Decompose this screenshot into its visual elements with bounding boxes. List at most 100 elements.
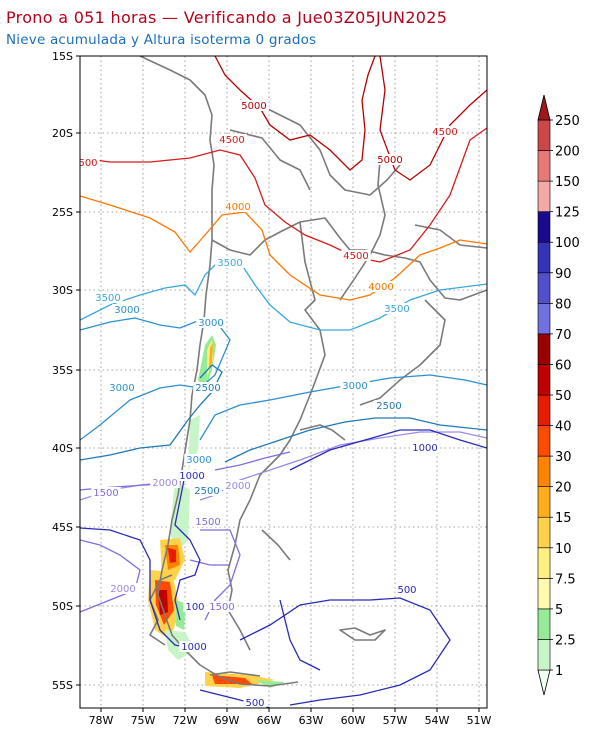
contour-label: 3500 [217, 258, 242, 269]
contour-label: 2500 [195, 383, 220, 394]
colorbar-label: 20 [555, 481, 572, 496]
contour-label: 3000 [342, 381, 367, 392]
contour-label-bg [207, 601, 237, 612]
colorbar-label: 7.5 [555, 572, 576, 587]
contour-label-bg [184, 454, 214, 465]
contour-label: 4000 [225, 202, 250, 213]
lon-tick-label: 75W [131, 714, 156, 727]
contour-label-bg [93, 292, 123, 303]
contour-label-bg [193, 516, 223, 527]
colorbar-min-arrow [537, 669, 551, 696]
contour-label-bg [341, 250, 371, 261]
contour-label: 1500 [209, 602, 234, 613]
lat-tick-label: 50S [52, 600, 73, 613]
isotherm-contours [80, 56, 487, 708]
contour-label-bg [217, 134, 247, 145]
colorbar-segment [537, 394, 551, 426]
lat-tick-label: 45S [52, 521, 73, 534]
colorbar-label: 30 [555, 450, 572, 465]
contour-label: 4000 [368, 282, 393, 293]
map-plot-area: 5000450045005000500400045004000350035003… [78, 55, 488, 709]
colorbar-segment [537, 455, 551, 487]
contour-label: 2500 [194, 486, 219, 497]
colorbar-segment [537, 486, 551, 518]
contour-label: 1000 [181, 642, 206, 653]
contour-label-bg [150, 477, 180, 488]
colorbar-segment [537, 303, 551, 335]
isotherm-4500 [80, 127, 487, 263]
contour-label: 4500 [343, 251, 368, 262]
contour-label-bg [107, 382, 137, 393]
contour-label: 1000 [179, 471, 204, 482]
contour-labels: 5000450045005000500400045004000350035003… [78, 100, 460, 708]
map-background [80, 56, 487, 708]
contour-label: 5000 [241, 101, 266, 112]
lon-tick-label: 54W [425, 714, 450, 727]
contour-label-bg [179, 641, 209, 652]
colorbar-segment [537, 547, 551, 579]
contour-label-bg [395, 584, 419, 595]
colorbar-segment [537, 516, 551, 549]
map-frame [79, 55, 488, 709]
contour-label-bg [183, 601, 207, 612]
colorbar-segment [537, 364, 551, 396]
colorbar-segment [537, 241, 551, 274]
lat-tick-label: 55S [52, 679, 73, 692]
contour-label: 500 [78, 158, 97, 169]
contour-label: 3000 [109, 383, 134, 394]
map-title: Prono a 051 horas — Verificando a Jue03Z… [6, 8, 448, 27]
contour-label: 1500 [93, 488, 118, 499]
colorbar-label: 40 [555, 420, 572, 435]
contour-label-bg [382, 303, 412, 314]
contour-label-bg [192, 485, 222, 496]
contour-label-bg [374, 400, 404, 411]
isotherm-4000 [80, 195, 487, 301]
contour-label: 2000 [152, 478, 177, 489]
contour-label-bg [430, 126, 460, 137]
colorbar-label: 10 [555, 542, 572, 557]
colorbar-segment [537, 150, 551, 182]
contour-label: 3500 [95, 293, 120, 304]
isotherm-1000 [80, 429, 487, 651]
contour-label: 3500 [384, 304, 409, 315]
isotherm-2500 [80, 364, 487, 463]
contour-label: 3000 [186, 455, 211, 466]
colorbar-segment [537, 180, 551, 212]
contour-label-bg [223, 480, 253, 491]
colorbar-label: 1 [555, 664, 563, 679]
colorbar-label: 15 [555, 511, 572, 526]
colorbar: 1 2.5 5 7.5 10 15 20 30 40 50 60 70 80 90 100 125 150 200… [537, 94, 580, 696]
colorbar-label: 70 [555, 328, 572, 343]
contour-label-bg [193, 382, 223, 393]
latitude-axis: 15S 20S 25S 30S 35S 40S 45S 50S 55S [52, 50, 80, 692]
lat-tick-label: 35S [52, 364, 73, 377]
contour-label: 2000 [110, 584, 135, 595]
lon-tick-label: 63W [299, 714, 324, 727]
colorbar-segment [537, 333, 551, 365]
contour-label-bg [108, 583, 138, 594]
isotherm-3000 [80, 317, 487, 441]
lon-tick-label: 69W [215, 714, 240, 727]
lon-tick-label: 66W [257, 714, 282, 727]
contour-label: 5000 [377, 155, 402, 166]
colorbar-label: 150 [555, 175, 580, 190]
colorbar-segment [537, 425, 551, 457]
colorbar-label: 5 [555, 603, 563, 618]
map-subtitle: Nieve acumulada y Altura isoterma 0 grad… [6, 32, 317, 48]
contour-label-bg [223, 201, 253, 212]
contour-label: 3000 [198, 318, 223, 329]
contour-label: 4500 [219, 135, 244, 146]
colorbar-segment [537, 608, 551, 640]
contour-label: 1000 [412, 443, 437, 454]
contour-label-bg [366, 281, 396, 292]
lat-tick-label: 20S [52, 127, 73, 140]
colorbar-segment [537, 639, 551, 671]
lat-tick-label: 15S [52, 50, 73, 63]
contour-label: 2500 [376, 401, 401, 412]
isotherm-5000-north [214, 56, 376, 171]
colorbar-label: 100 [555, 236, 580, 251]
lon-tick-label: 72W [173, 714, 198, 727]
contour-label-bg [177, 470, 207, 481]
contour-label-bg [243, 697, 267, 708]
